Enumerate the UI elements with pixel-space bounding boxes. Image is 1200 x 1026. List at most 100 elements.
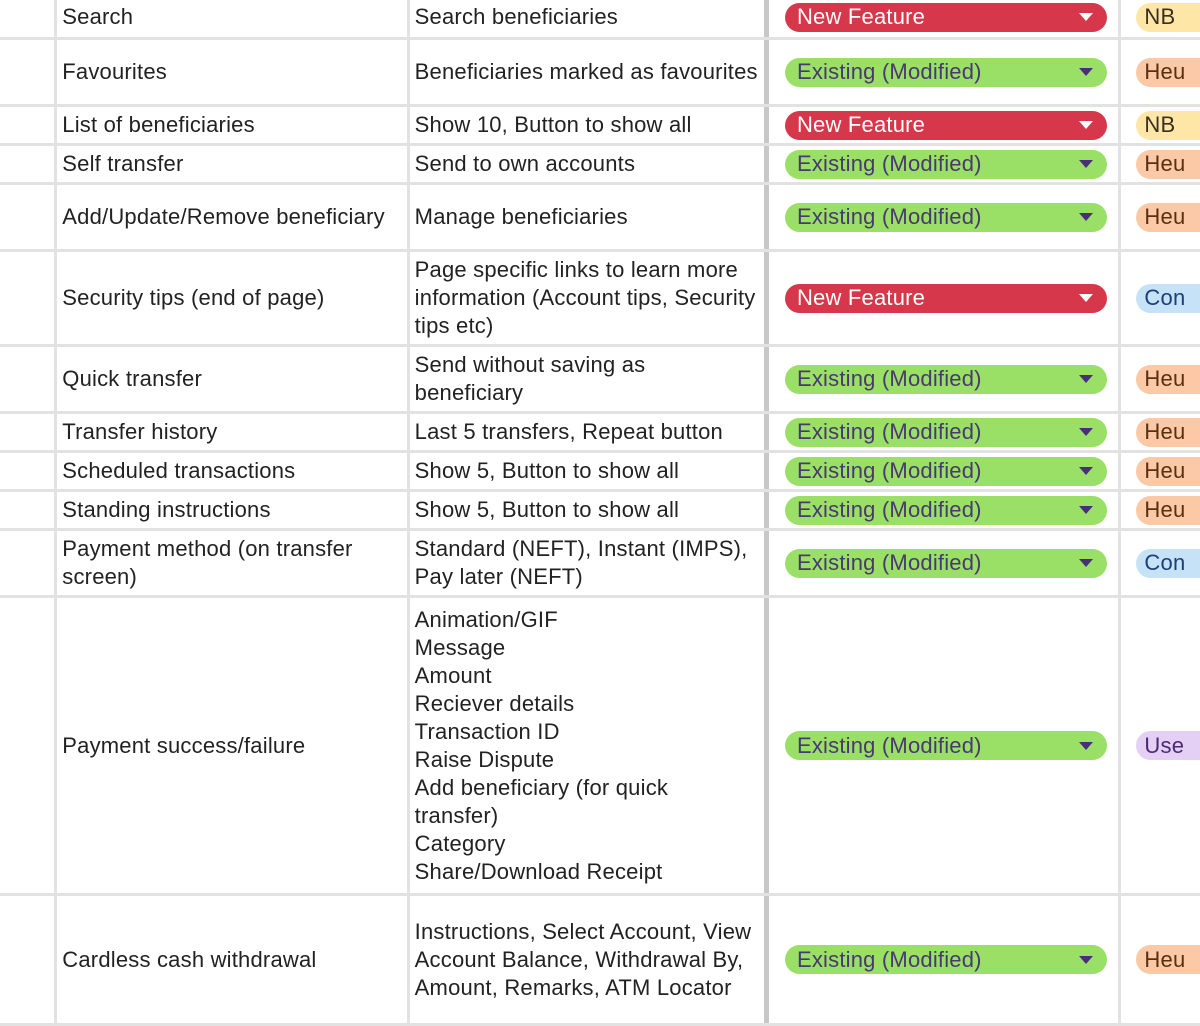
dropdown-caret-icon[interactable] <box>1078 13 1093 21</box>
status-cell[interactable]: Existing (Modified) <box>769 414 1122 450</box>
details-cell[interactable]: Send without saving as beneficiary <box>410 347 764 411</box>
dropdown-caret-icon[interactable] <box>1078 68 1093 76</box>
frozen-column-divider[interactable] <box>764 414 769 450</box>
feature-cell[interactable]: Favourites <box>57 40 410 104</box>
frozen-column-divider[interactable] <box>764 453 769 489</box>
details-cell[interactable]: Last 5 transfers, Repeat button <box>410 414 764 450</box>
status-cell[interactable]: New Feature <box>769 107 1122 143</box>
status-dropdown-chip[interactable]: Existing (Modified) <box>784 57 1107 87</box>
details-cell[interactable]: Manage beneficiaries <box>410 185 764 249</box>
row-header-cell[interactable] <box>0 0 58 37</box>
frozen-column-divider[interactable] <box>764 40 769 104</box>
details-cell[interactable]: Show 10, Button to show all <box>410 107 764 143</box>
category-cell[interactable]: Heu <box>1121 40 1200 104</box>
category-cell[interactable]: Heu <box>1121 185 1200 249</box>
feature-cell[interactable]: Payment method (on transfer screen) <box>57 531 410 595</box>
dropdown-caret-icon[interactable] <box>1078 428 1093 436</box>
details-cell[interactable]: Beneficiaries marked as favourites <box>410 40 764 104</box>
category-tag[interactable]: NB <box>1136 2 1200 32</box>
frozen-column-divider[interactable] <box>764 146 769 182</box>
dropdown-caret-icon[interactable] <box>1078 955 1093 964</box>
status-dropdown-chip[interactable]: Existing (Modified) <box>784 548 1107 578</box>
status-dropdown-chip[interactable]: New Feature <box>784 283 1107 313</box>
dropdown-caret-icon[interactable] <box>1078 213 1093 221</box>
row-header-cell[interactable] <box>0 347 58 411</box>
status-dropdown-chip[interactable]: Existing (Modified) <box>784 495 1107 525</box>
category-tag[interactable]: Heu <box>1136 456 1200 486</box>
category-cell[interactable]: Heu <box>1121 146 1200 182</box>
row-header-cell[interactable] <box>0 492 58 528</box>
category-tag[interactable]: Heu <box>1136 149 1200 179</box>
dropdown-caret-icon[interactable] <box>1078 506 1093 514</box>
status-cell[interactable]: Existing (Modified) <box>769 492 1122 528</box>
status-cell[interactable]: Existing (Modified) <box>769 531 1122 595</box>
frozen-column-divider[interactable] <box>764 598 769 893</box>
category-cell[interactable]: Heu <box>1121 896 1200 1023</box>
row-header-cell[interactable] <box>0 252 58 344</box>
category-tag[interactable]: Heu <box>1136 364 1200 394</box>
details-cell[interactable]: Show 5, Button to show all <box>410 492 764 528</box>
status-dropdown-chip[interactable]: New Feature <box>784 110 1107 140</box>
category-tag[interactable]: Heu <box>1136 495 1200 525</box>
feature-cell[interactable]: Transfer history <box>57 414 410 450</box>
feature-cell[interactable]: Standing instructions <box>57 492 410 528</box>
details-cell[interactable]: Send to own accounts <box>410 146 764 182</box>
dropdown-caret-icon[interactable] <box>1078 467 1093 475</box>
status-cell[interactable]: New Feature <box>769 0 1122 37</box>
row-header-cell[interactable] <box>0 453 58 489</box>
category-tag[interactable]: Heu <box>1136 945 1200 974</box>
category-tag[interactable]: NB <box>1136 110 1200 140</box>
category-tag[interactable]: Heu <box>1136 202 1200 232</box>
row-header-cell[interactable] <box>0 40 58 104</box>
frozen-column-divider[interactable] <box>764 492 769 528</box>
frozen-column-divider[interactable] <box>764 252 769 344</box>
dropdown-caret-icon[interactable] <box>1078 121 1093 129</box>
status-dropdown-chip[interactable]: Existing (Modified) <box>784 731 1107 760</box>
row-header-cell[interactable] <box>0 107 58 143</box>
feature-cell[interactable]: Self transfer <box>57 146 410 182</box>
details-cell[interactable]: Show 5, Button to show all <box>410 453 764 489</box>
category-cell[interactable]: NB <box>1121 0 1200 37</box>
status-dropdown-chip[interactable]: Existing (Modified) <box>784 149 1107 179</box>
status-cell[interactable]: Existing (Modified) <box>769 146 1122 182</box>
frozen-column-divider[interactable] <box>764 185 769 249</box>
details-cell[interactable]: Animation/GIF Message Amount Reciever detai… <box>410 598 764 893</box>
category-cell[interactable]: Heu <box>1121 453 1200 489</box>
frozen-column-divider[interactable] <box>764 347 769 411</box>
category-cell[interactable]: Con <box>1121 531 1200 595</box>
frozen-column-divider[interactable] <box>764 896 769 1023</box>
category-cell[interactable]: Con <box>1121 252 1200 344</box>
status-cell[interactable]: Existing (Modified) <box>769 453 1122 489</box>
feature-cell[interactable]: Scheduled transactions <box>57 453 410 489</box>
status-dropdown-chip[interactable]: Existing (Modified) <box>784 202 1107 232</box>
status-dropdown-chip[interactable]: New Feature <box>784 2 1107 32</box>
status-cell[interactable]: New Feature <box>769 252 1122 344</box>
category-tag[interactable]: Heu <box>1136 57 1200 87</box>
status-dropdown-chip[interactable]: Existing (Modified) <box>784 364 1107 394</box>
status-cell[interactable]: Existing (Modified) <box>769 40 1122 104</box>
category-cell[interactable]: NB <box>1121 107 1200 143</box>
feature-cell[interactable]: Cardless cash withdrawal <box>57 896 410 1023</box>
category-tag[interactable]: Heu <box>1136 417 1200 447</box>
row-header-cell[interactable] <box>0 414 58 450</box>
frozen-column-divider[interactable] <box>764 0 769 37</box>
category-cell[interactable]: Use <box>1121 598 1200 893</box>
frozen-column-divider[interactable] <box>764 107 769 143</box>
feature-cell[interactable]: Add/Update/Remove beneficiary <box>57 185 410 249</box>
row-header-cell[interactable] <box>0 185 58 249</box>
dropdown-caret-icon[interactable] <box>1078 160 1093 168</box>
status-cell[interactable]: Existing (Modified) <box>769 347 1122 411</box>
category-cell[interactable]: Heu <box>1121 492 1200 528</box>
status-cell[interactable]: Existing (Modified) <box>769 896 1122 1023</box>
feature-cell[interactable]: Security tips (end of page) <box>57 252 410 344</box>
category-tag[interactable]: Con <box>1136 548 1200 578</box>
row-header-cell[interactable] <box>0 598 58 893</box>
category-tag[interactable]: Use <box>1136 731 1200 760</box>
category-cell[interactable]: Heu <box>1121 414 1200 450</box>
details-cell[interactable]: Instructions, Select Account, View Accou… <box>410 896 764 1023</box>
status-dropdown-chip[interactable]: Existing (Modified) <box>784 417 1107 447</box>
feature-cell[interactable]: Payment success/failure <box>57 598 410 893</box>
details-cell[interactable]: Search beneficiaries <box>410 0 764 37</box>
dropdown-caret-icon[interactable] <box>1078 294 1093 302</box>
status-cell[interactable]: Existing (Modified) <box>769 598 1122 893</box>
